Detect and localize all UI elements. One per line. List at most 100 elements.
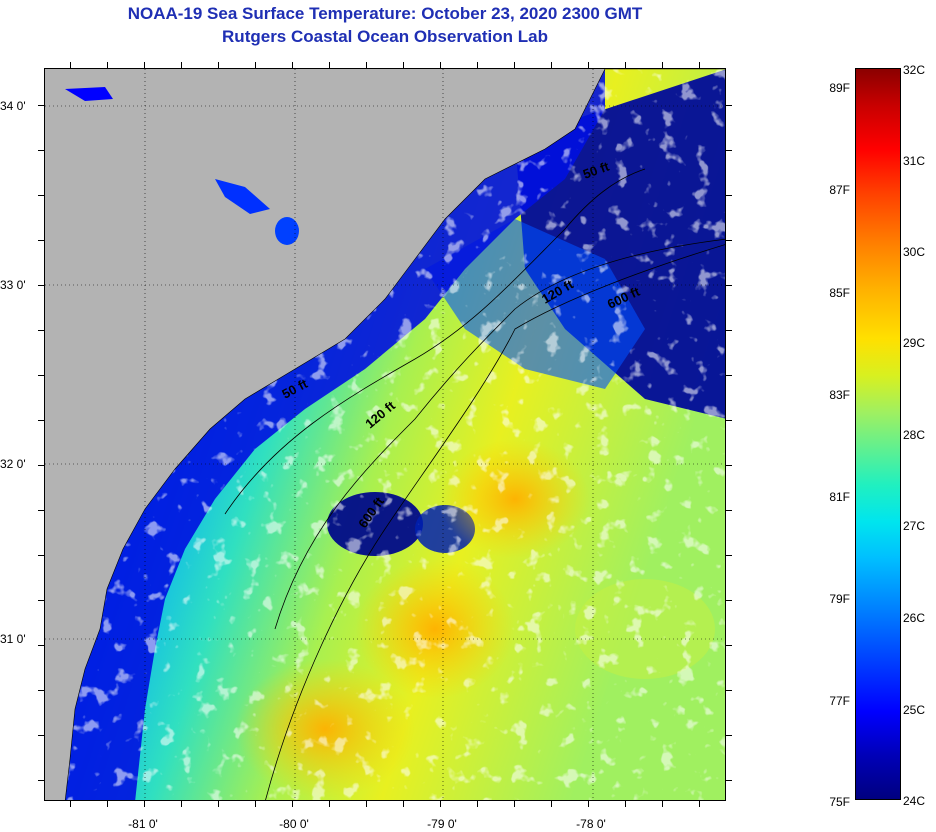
sst-map-image: 50 ft 120 ft 600 ft 50 ft 120 ft 600 ft (45, 69, 725, 800)
colorbar-celsius-label: 31C (903, 154, 926, 168)
axis-tick (440, 62, 441, 68)
colorbar-fahrenheit-label: 75F (829, 795, 850, 809)
axis-tick (726, 420, 732, 421)
axis-tick (477, 801, 478, 807)
axis-tick (662, 801, 663, 807)
axis-tick (662, 62, 663, 68)
contour-120ft (274, 238, 725, 630)
axis-tick (181, 801, 182, 807)
colorbar-fahrenheit-label: 83F (829, 388, 850, 402)
colorbar-fahrenheit-label: 77F (829, 694, 850, 708)
map-subtitle: Rutgers Coastal Ocean Observation Lab (222, 27, 548, 46)
axis-tick (70, 801, 71, 807)
lon-label: -80 0' (279, 817, 309, 831)
lat-label: 33 0' (0, 278, 26, 292)
axis-tick (38, 690, 44, 691)
colorbar-fahrenheit-label: 89F (829, 81, 850, 95)
inland-lake (215, 179, 270, 214)
axis-tick (726, 465, 732, 466)
axis-tick (38, 465, 44, 466)
colorbar-celsius-label: 24C (903, 794, 926, 808)
axis-tick (38, 150, 44, 151)
axis-tick (38, 105, 44, 106)
axis-tick (514, 62, 515, 68)
axis-tick (38, 600, 44, 601)
axis-tick (38, 240, 44, 241)
axis-tick (403, 801, 404, 807)
axis-tick (588, 62, 589, 68)
axis-tick (726, 150, 732, 151)
colorbar-celsius-label: 25C (903, 703, 926, 717)
lon-label: -81 0' (128, 817, 158, 831)
axis-tick (726, 690, 732, 691)
axis-tick (38, 330, 44, 331)
map-title: NOAA-19 Sea Surface Temperature: October… (127, 4, 643, 23)
axis-tick (477, 62, 478, 68)
lat-label: 34 0' (0, 99, 26, 113)
axis-tick (726, 105, 732, 106)
axis-tick (625, 62, 626, 68)
axis-tick (366, 801, 367, 807)
colorbar-fahrenheit-label: 85F (829, 286, 850, 300)
axis-tick (726, 240, 732, 241)
axis-tick (144, 801, 145, 807)
axis-tick (255, 62, 256, 68)
axis-tick (144, 62, 145, 68)
colorbar-celsius-label: 27C (903, 519, 926, 533)
axis-tick (38, 780, 44, 781)
colorbar-celsius-label: 30C (903, 245, 926, 259)
colorbar-fahrenheit-label: 81F (829, 490, 850, 504)
axis-tick (38, 555, 44, 556)
axis-tick (38, 375, 44, 376)
axis-tick (699, 801, 700, 807)
lat-label: 31 0' (0, 632, 26, 646)
lat-label: 32 0' (0, 457, 26, 471)
axis-tick (699, 62, 700, 68)
axis-tick (255, 801, 256, 807)
temperature-colorbar (855, 68, 901, 800)
axis-tick (38, 285, 44, 286)
axis-tick (726, 330, 732, 331)
axis-tick (440, 801, 441, 807)
axis-tick (403, 62, 404, 68)
inland-lake (65, 87, 113, 101)
axis-tick (218, 801, 219, 807)
colorbar-celsius-label: 32C (903, 63, 926, 77)
colorbar-fahrenheit-label: 87F (829, 183, 850, 197)
colorbar-celsius-label: 26C (903, 611, 926, 625)
sst-map: 50 ft 120 ft 600 ft 50 ft 120 ft 600 ft (44, 68, 726, 801)
axis-tick (726, 375, 732, 376)
axis-tick (726, 510, 732, 511)
axis-tick (107, 801, 108, 807)
axis-tick (726, 780, 732, 781)
axis-tick (726, 555, 732, 556)
axis-tick (726, 195, 732, 196)
axis-tick (38, 510, 44, 511)
axis-tick (38, 735, 44, 736)
lon-label: -79 0' (427, 817, 457, 831)
axis-tick (38, 645, 44, 646)
graticule (45, 69, 725, 800)
axis-tick (726, 600, 732, 601)
axis-tick (726, 645, 732, 646)
axis-tick (551, 801, 552, 807)
axis-tick (366, 62, 367, 68)
axis-tick (726, 735, 732, 736)
axis-tick (218, 62, 219, 68)
axis-tick (514, 801, 515, 807)
axis-tick (107, 62, 108, 68)
contour-600ft (265, 244, 725, 800)
axis-tick (38, 420, 44, 421)
axis-tick (551, 62, 552, 68)
lon-label: -78 0' (576, 817, 606, 831)
axis-tick (38, 195, 44, 196)
axis-tick (329, 801, 330, 807)
inland-lake (275, 217, 299, 245)
axis-tick (292, 62, 293, 68)
axis-tick (588, 801, 589, 807)
axis-tick (329, 62, 330, 68)
colorbar-celsius-label: 29C (903, 336, 926, 350)
colorbar-celsius-label: 28C (903, 428, 926, 442)
axis-tick (292, 801, 293, 807)
contour-50ft (224, 168, 646, 515)
